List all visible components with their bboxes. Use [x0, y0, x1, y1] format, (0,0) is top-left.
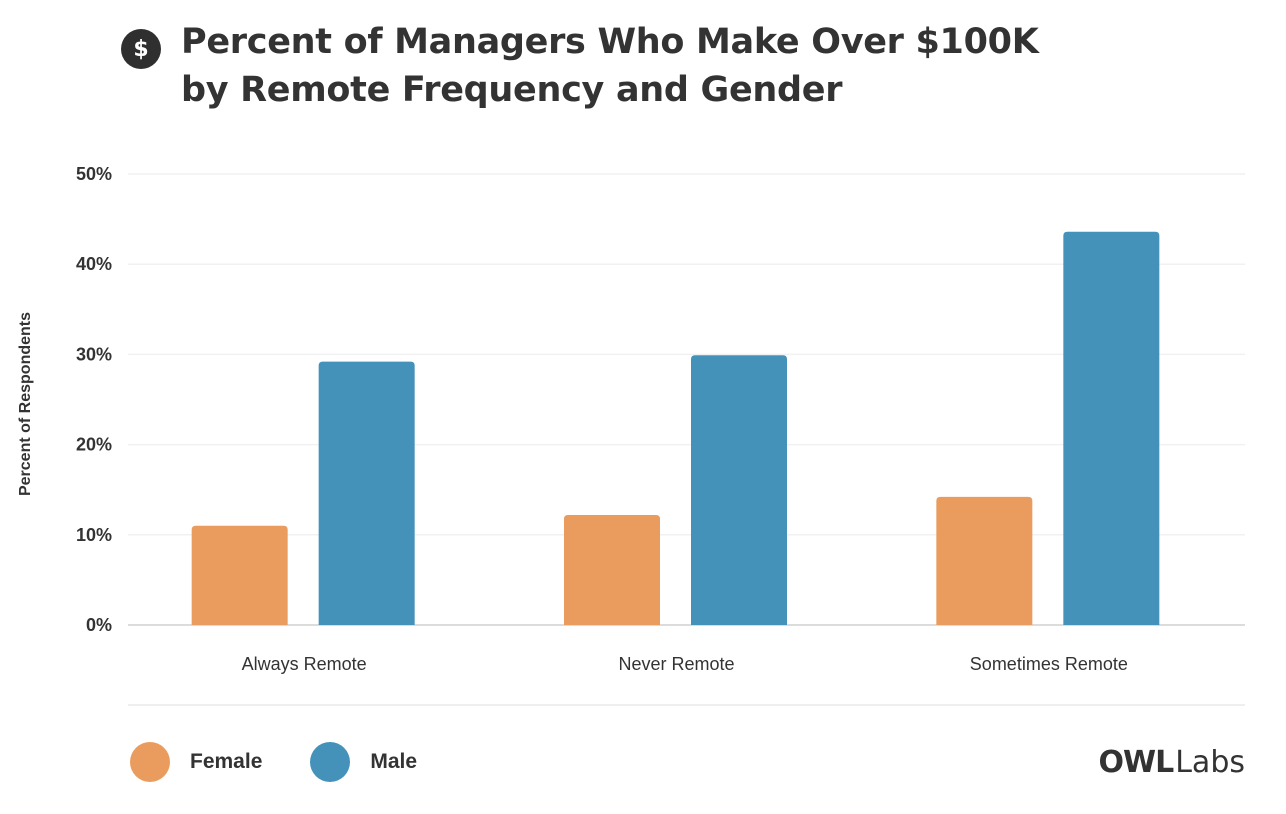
chart-title-line-1: Percent of Managers Who Make Over $100K [181, 22, 1039, 62]
chart-title: Percent of Managers Who Make Over $100K … [181, 18, 1181, 114]
legend-swatch-female [130, 742, 170, 782]
y-tick-label: 0% [86, 615, 112, 635]
legend-swatch-male [310, 742, 351, 782]
chart-title-line-2: by Remote Frequency and Gender [181, 70, 843, 110]
bar-female [936, 496, 1033, 625]
owl-labs-logo: OWL Labs [1099, 742, 1246, 782]
legend: Female Male [130, 742, 465, 782]
x-tick-label: Never Remote [618, 654, 734, 674]
y-tick-label: 30% [76, 344, 112, 364]
legend-item-female: Female [130, 742, 262, 782]
bar-male [1063, 231, 1160, 625]
dollar-icon: $ [121, 29, 161, 69]
x-tick-label: Sometimes Remote [970, 654, 1128, 674]
legend-divider [128, 704, 1245, 706]
y-tick-label: 50% [76, 164, 112, 184]
y-tick-label: 40% [76, 254, 112, 274]
logo-labs-text: Labs [1175, 744, 1245, 780]
legend-label-female: Female [190, 750, 263, 773]
y-tick-label: 10% [76, 525, 112, 545]
y-tick-label: 20% [76, 435, 112, 455]
logo-owl-text: OWL [1098, 744, 1175, 780]
bar-female [191, 525, 288, 625]
legend-label-male: Male [370, 750, 418, 773]
x-tick-label: Always Remote [242, 654, 367, 674]
bar-male [318, 361, 415, 625]
bar-male [691, 355, 787, 625]
legend-item-male: Male [310, 742, 417, 782]
bar-female [564, 514, 660, 625]
